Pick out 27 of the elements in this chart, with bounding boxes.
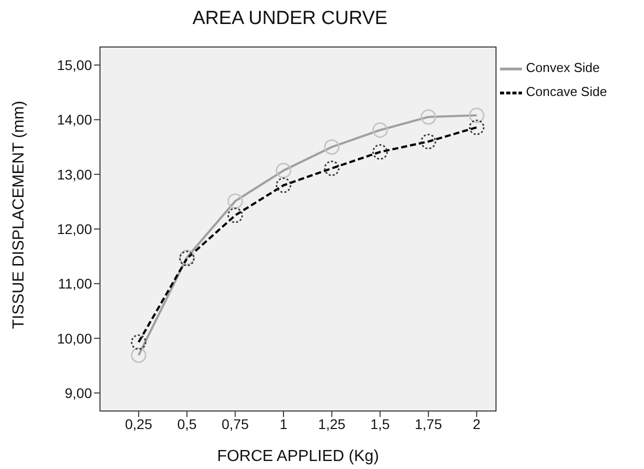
point — [420, 109, 436, 125]
point — [372, 122, 388, 138]
x-tick-label: 0,25 — [125, 416, 152, 432]
x-tick-label: 2 — [472, 416, 481, 432]
legend-label: Convex Side — [526, 60, 600, 75]
x-tick-label: 1,75 — [414, 416, 442, 432]
x-tick-label: 1 — [280, 416, 288, 432]
point — [324, 139, 340, 155]
x-axis-title: FORCE APPLIED (Kg) — [217, 448, 379, 465]
x-tick-label: 0,5 — [177, 416, 197, 432]
y-tick-label: 15,00 — [56, 57, 92, 74]
y-tick-label: 11,00 — [58, 276, 92, 292]
x-tick-label: 1,5 — [370, 416, 390, 432]
y-tick-label: 12,00 — [56, 220, 92, 237]
legend-label: Concave Side — [526, 84, 607, 99]
y-tick-label: 13,00 — [56, 166, 92, 182]
point — [130, 348, 146, 363]
x-tick-label: 0,75 — [222, 416, 250, 432]
y-tick-label: 10,00 — [56, 330, 92, 346]
point — [227, 193, 243, 209]
point — [468, 108, 484, 124]
point — [276, 162, 292, 178]
y-axis-title: TISSUE DISPLACEMENT (mm) — [10, 100, 28, 329]
chart-title: AREA UNDER CURVE — [192, 8, 388, 30]
y-tick-label: 9,00 — [64, 384, 92, 401]
x-tick-label: 1,25 — [318, 416, 346, 432]
y-tick-label: 14,00 — [56, 112, 92, 128]
